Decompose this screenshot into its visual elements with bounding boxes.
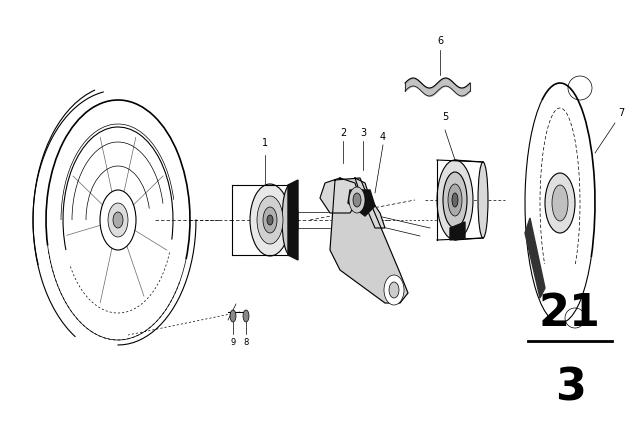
Ellipse shape [257,196,283,244]
Text: 3: 3 [360,128,366,138]
Text: 9: 9 [230,338,236,347]
Polygon shape [330,178,408,303]
Ellipse shape [230,310,236,322]
Ellipse shape [389,282,399,298]
Text: 6: 6 [437,36,443,46]
Ellipse shape [384,275,404,305]
Ellipse shape [443,172,467,228]
Ellipse shape [353,193,361,207]
Ellipse shape [263,207,277,233]
Text: 1: 1 [262,138,268,148]
Ellipse shape [282,185,298,255]
Ellipse shape [267,215,273,225]
Ellipse shape [478,162,488,238]
Ellipse shape [452,193,458,207]
Polygon shape [525,218,545,298]
Ellipse shape [250,184,290,256]
Text: 8: 8 [243,338,249,347]
Ellipse shape [552,185,568,221]
Ellipse shape [113,212,123,228]
Ellipse shape [349,187,365,213]
Polygon shape [450,222,465,240]
Polygon shape [288,180,298,260]
Polygon shape [320,178,360,213]
Text: 5: 5 [442,112,448,122]
Ellipse shape [100,190,136,250]
Ellipse shape [448,184,462,216]
Text: 21: 21 [539,292,601,335]
Text: 2: 2 [340,128,346,138]
Ellipse shape [108,203,128,237]
Text: 7: 7 [618,108,624,118]
Ellipse shape [437,160,473,240]
Polygon shape [348,190,375,216]
Polygon shape [355,178,385,228]
Text: 3: 3 [555,366,586,409]
Ellipse shape [243,310,249,322]
Text: 4: 4 [380,132,386,142]
Ellipse shape [545,173,575,233]
